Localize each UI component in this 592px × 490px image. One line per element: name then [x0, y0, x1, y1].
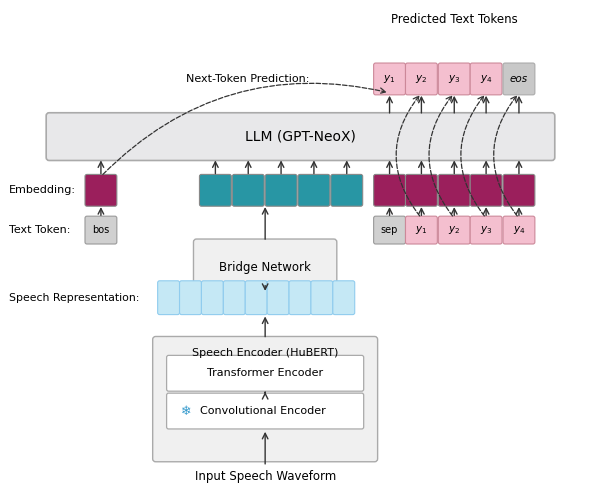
- FancyBboxPatch shape: [85, 216, 117, 244]
- Text: bos: bos: [92, 225, 110, 235]
- FancyBboxPatch shape: [85, 174, 117, 206]
- FancyBboxPatch shape: [333, 281, 355, 315]
- Text: $y_3$: $y_3$: [448, 73, 461, 85]
- FancyBboxPatch shape: [374, 174, 406, 206]
- FancyBboxPatch shape: [374, 63, 406, 95]
- Text: $y_4$: $y_4$: [480, 73, 493, 85]
- Text: LLM (GPT-NeoX): LLM (GPT-NeoX): [245, 130, 356, 144]
- FancyBboxPatch shape: [166, 393, 363, 429]
- FancyBboxPatch shape: [179, 281, 201, 315]
- FancyBboxPatch shape: [503, 216, 535, 244]
- FancyBboxPatch shape: [245, 281, 267, 315]
- FancyBboxPatch shape: [311, 281, 333, 315]
- FancyBboxPatch shape: [265, 174, 297, 206]
- Text: Speech Encoder (HuBERT): Speech Encoder (HuBERT): [192, 348, 339, 358]
- Text: Convolutional Encoder: Convolutional Encoder: [201, 406, 326, 416]
- FancyBboxPatch shape: [166, 355, 363, 391]
- Text: $y_2$: $y_2$: [448, 224, 461, 236]
- FancyBboxPatch shape: [267, 281, 289, 315]
- FancyBboxPatch shape: [438, 63, 470, 95]
- FancyBboxPatch shape: [223, 281, 245, 315]
- Text: Next-Token Prediction:: Next-Token Prediction:: [185, 74, 309, 84]
- Text: Transformer Encoder: Transformer Encoder: [207, 368, 323, 378]
- FancyBboxPatch shape: [406, 216, 437, 244]
- Text: $y_2$: $y_2$: [415, 73, 427, 85]
- Text: $y_1$: $y_1$: [384, 73, 396, 85]
- Text: Input Speech Waveform: Input Speech Waveform: [195, 470, 336, 483]
- FancyBboxPatch shape: [289, 281, 311, 315]
- Text: sep: sep: [381, 225, 398, 235]
- FancyBboxPatch shape: [298, 174, 330, 206]
- FancyBboxPatch shape: [438, 216, 470, 244]
- FancyBboxPatch shape: [201, 281, 223, 315]
- FancyBboxPatch shape: [157, 281, 179, 315]
- Text: eos: eos: [510, 74, 528, 84]
- FancyBboxPatch shape: [470, 63, 502, 95]
- Text: Bridge Network: Bridge Network: [219, 261, 311, 274]
- FancyBboxPatch shape: [194, 239, 337, 297]
- FancyBboxPatch shape: [331, 174, 363, 206]
- FancyBboxPatch shape: [503, 63, 535, 95]
- Text: Speech Representation:: Speech Representation:: [9, 293, 140, 303]
- Text: Predicted Text Tokens: Predicted Text Tokens: [391, 13, 517, 26]
- FancyBboxPatch shape: [470, 216, 502, 244]
- FancyBboxPatch shape: [503, 174, 535, 206]
- FancyBboxPatch shape: [46, 113, 555, 161]
- FancyBboxPatch shape: [406, 174, 437, 206]
- FancyBboxPatch shape: [406, 63, 437, 95]
- FancyBboxPatch shape: [470, 174, 502, 206]
- Text: $y_3$: $y_3$: [480, 224, 493, 236]
- FancyBboxPatch shape: [232, 174, 264, 206]
- Text: Text Token:: Text Token:: [9, 225, 70, 235]
- FancyBboxPatch shape: [374, 216, 406, 244]
- FancyBboxPatch shape: [153, 337, 378, 462]
- FancyBboxPatch shape: [438, 174, 470, 206]
- FancyBboxPatch shape: [200, 174, 231, 206]
- Text: Embedding:: Embedding:: [9, 185, 76, 196]
- Text: $y_1$: $y_1$: [415, 224, 427, 236]
- Text: ❄: ❄: [181, 405, 192, 417]
- Text: $y_4$: $y_4$: [513, 224, 525, 236]
